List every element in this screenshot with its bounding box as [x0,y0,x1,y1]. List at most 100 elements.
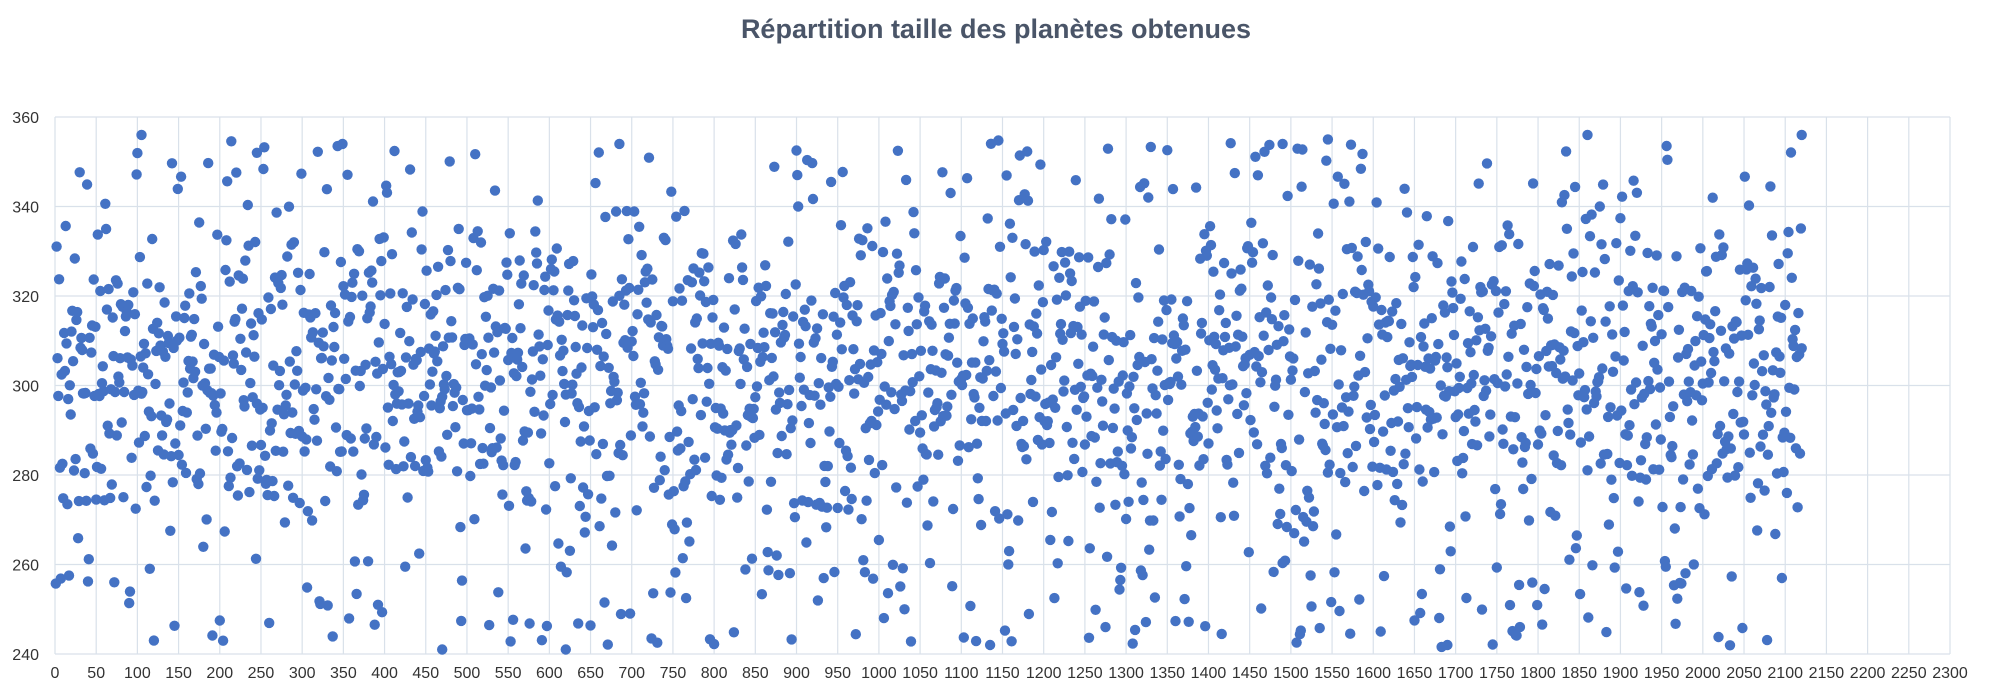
data-point [1223,394,1234,405]
data-point [574,500,585,512]
data-point [147,233,158,245]
data-point [432,356,443,367]
data-point [321,184,333,195]
data-point [1497,424,1508,435]
data-point [178,377,189,388]
data-point [802,496,814,508]
x-tick-label: 50 [87,665,105,682]
data-point [1109,403,1120,414]
data-point [1493,307,1504,318]
data-point [1499,381,1511,392]
data-point [1199,229,1210,240]
data-point [170,438,181,449]
data-point [373,337,384,348]
data-point [294,497,305,509]
data-point [662,343,674,354]
data-point [560,644,571,655]
data-point [67,356,79,367]
data-point [854,358,866,370]
data-point [1241,388,1252,399]
data-point [1471,440,1483,451]
data-point [1726,571,1737,582]
data-point [1394,381,1405,392]
data-point [1255,377,1266,388]
data-point [1009,293,1021,304]
data-point [1692,483,1704,494]
data-point [652,364,664,375]
data-point [1066,275,1077,287]
data-point [570,341,581,353]
data-point [318,341,329,352]
data-point [1766,407,1777,418]
data-point [1751,298,1762,309]
data-point [51,241,62,252]
data-point [1096,374,1107,385]
data-point [1415,607,1426,619]
data-point [1227,379,1238,390]
data-point [53,274,65,285]
data-point [1372,479,1383,491]
data-point [625,430,637,441]
data-point [996,313,1007,324]
data-point [1031,328,1043,339]
data-point [1162,145,1173,156]
data-point [1416,588,1428,600]
data-point [856,514,867,525]
data-point [1210,338,1222,350]
data-point [283,201,295,212]
data-point [1578,337,1589,348]
data-point [1266,314,1278,325]
data-point [946,389,957,400]
data-point [807,193,819,205]
data-point [1083,252,1094,263]
data-point [1261,307,1272,318]
data-point [730,238,741,250]
data-point [1363,286,1375,297]
data-point [1621,583,1632,594]
data-point [1616,405,1627,416]
data-point [1072,321,1083,333]
data-point [86,347,97,358]
data-point [565,473,576,484]
data-point [1407,251,1419,263]
data-point [1062,470,1073,481]
data-point [1038,244,1049,256]
data-point [123,299,134,311]
x-tick-label: 2150 [1809,665,1845,682]
data-point [1521,361,1532,373]
data-point [1205,239,1217,251]
data-point [154,282,165,293]
data-point [60,220,71,232]
data-point [576,362,587,373]
data-point [379,318,390,330]
data-point [829,566,840,578]
data-point [530,226,541,237]
data-point [277,299,288,310]
data-point [1167,183,1179,195]
data-point [1755,441,1766,452]
data-point [1313,263,1325,274]
data-point [1098,329,1110,340]
data-point [1778,466,1789,478]
data-point [1404,337,1415,348]
data-point [1757,429,1769,440]
data-point [127,360,138,371]
data-point [1278,336,1289,347]
data-point [1677,474,1689,485]
data-point [1480,385,1492,396]
data-point [176,459,188,470]
data-point [1296,181,1307,192]
data-point [330,422,342,433]
data-point [1148,332,1160,344]
data-point [820,476,831,488]
data-point [1601,626,1612,638]
data-point [1226,268,1237,279]
data-point [82,576,94,587]
data-point [1092,382,1103,393]
data-point [1403,422,1414,433]
data-point [273,380,285,391]
data-point [1337,288,1349,300]
data-point [729,304,740,315]
data-point [877,246,889,258]
data-point [184,288,195,299]
